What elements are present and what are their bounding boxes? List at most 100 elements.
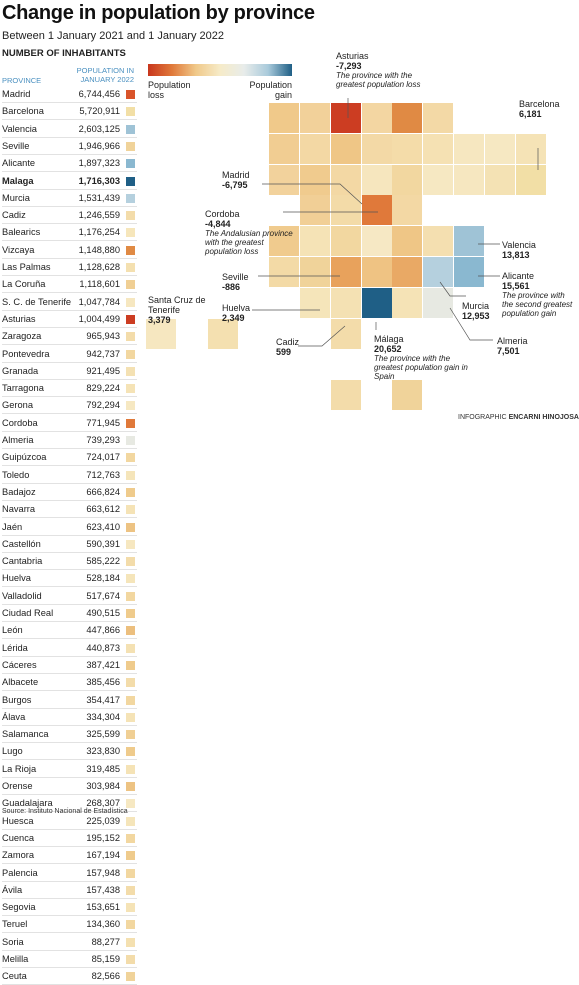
heatmap-cell: [330, 103, 361, 133]
province-name: Navarra: [2, 504, 36, 515]
page-title: Change in population by province: [2, 2, 315, 24]
table-row: Vizcaya 1,148,880: [2, 242, 137, 259]
leader-cadiz: [298, 325, 346, 347]
color-swatch: [126, 107, 135, 117]
color-swatch: [126, 626, 135, 636]
province-name: Gerona: [2, 400, 34, 411]
population-value: 1,531,439: [78, 192, 120, 203]
color-swatch: [126, 159, 135, 169]
color-swatch: [126, 747, 135, 757]
annotation-cordoba: Cordoba -4,844 The Andalusian province w…: [205, 209, 293, 256]
column-header-province: PROVINCE: [2, 76, 42, 85]
population-value: 1,716,303: [78, 175, 120, 186]
province-name: La Coruña: [2, 279, 46, 290]
table-row: Soria 88,277: [2, 934, 137, 951]
color-swatch: [126, 90, 135, 99]
table-row: Cuenca 195,152: [2, 830, 137, 847]
heatmap-cell: [269, 226, 300, 257]
color-swatch: [126, 124, 135, 134]
population-value: 1,148,880: [78, 244, 120, 255]
heatmap-cell: [392, 226, 423, 257]
heatmap-cell: [423, 103, 454, 133]
table-row: La Coruña 1,118,601: [2, 276, 137, 294]
population-value: 268,307: [86, 798, 120, 809]
population-value: 82,566: [91, 971, 120, 982]
heatmap-cell: [300, 103, 330, 133]
color-swatch: [126, 764, 135, 774]
infographic-credit: INFOGRAPHIC ENCARNI HINOJOSA: [458, 414, 579, 421]
leader-lines: [252, 98, 539, 347]
heatmap-cell: [300, 226, 330, 257]
color-swatch: [126, 539, 135, 549]
province-name: Tarragona: [2, 383, 44, 394]
province-name: Cantabria: [2, 556, 43, 567]
province-name: Cordoba: [2, 417, 38, 428]
population-value: 85,159: [91, 954, 120, 964]
heatmap-cell: [392, 380, 423, 411]
annotation-murcia: Murcia 12,953: [462, 301, 490, 321]
legend-gain-label: Population gain: [249, 80, 292, 100]
leader-murcia: [439, 281, 466, 297]
color-swatch: [126, 366, 135, 376]
heatmap-cell: [423, 287, 454, 318]
annotation-valencia: Valencia 13,813: [502, 240, 536, 260]
heatmap-cell: [361, 257, 392, 287]
population-value: 771,945: [86, 417, 120, 428]
population-value: 666,824: [86, 486, 120, 497]
annotation-alicante: Alicante 15,561 The province with the se…: [502, 271, 573, 318]
province-name: Ciudad Real: [2, 608, 54, 618]
table-row: Gerona 792,294: [2, 397, 137, 415]
color-swatch: [126, 176, 135, 186]
annotation-seville: Seville -886: [222, 272, 249, 292]
population-value: 1,897,323: [78, 158, 120, 169]
population-value: 921,495: [86, 365, 120, 376]
color-swatch: [126, 591, 135, 601]
table-row: Granada 921,495: [2, 363, 137, 380]
color-swatch: [126, 868, 135, 878]
table-row: S. C. de Tenerife 1,047,784: [2, 294, 137, 311]
table-row: Balearics 1,176,254: [2, 224, 137, 242]
color-swatch: [126, 799, 135, 809]
heatmap-cell: [423, 226, 454, 257]
province-name: Murcia: [2, 192, 30, 203]
table-row: Huelva 528,184: [2, 570, 137, 588]
color-swatch: [126, 937, 135, 947]
province-name: León: [2, 625, 23, 636]
color-swatch: [126, 833, 135, 843]
color-swatch: [126, 730, 135, 740]
province-name: Zamora: [2, 850, 35, 861]
table-row: Barcelona 5,720,911: [2, 103, 137, 121]
color-swatch: [126, 193, 135, 203]
color-swatch: [126, 384, 135, 394]
heatmap-cell: [454, 257, 484, 287]
heatmap-cell: [392, 133, 423, 164]
source-note: Source: Instituto Nacional de Estadístic…: [2, 808, 128, 815]
table-row: Albacete 385,456: [2, 674, 137, 692]
population-value: 385,456: [86, 677, 120, 688]
table-row: Ciudad Real 490,515: [2, 605, 137, 622]
color-swatch: [126, 712, 135, 722]
province-name: Orense: [2, 781, 33, 791]
color-swatch: [126, 349, 135, 359]
table-row: Álava 334,304: [2, 709, 137, 726]
province-name: Valladolid: [2, 590, 42, 601]
population-value: 157,948: [86, 867, 120, 878]
population-value: 153,651: [86, 902, 120, 913]
population-value: 334,304: [86, 711, 120, 722]
heatmap-cell: [300, 195, 330, 226]
color-swatch: [126, 211, 135, 221]
population-value: 792,294: [86, 400, 120, 411]
color-swatch: [126, 228, 135, 238]
population-value: 517,674: [86, 590, 120, 601]
color-swatch: [126, 332, 135, 342]
heatmap-cell: [392, 195, 423, 226]
province-name: Ávila: [2, 884, 23, 895]
color-swatch: [126, 903, 135, 913]
color-swatch: [126, 522, 135, 532]
color-swatch: [126, 972, 135, 982]
heatmap-cell: [300, 164, 330, 195]
table-row: Cáceres 387,421: [2, 657, 137, 674]
table-row: Cadiz 1,246,559: [2, 207, 137, 225]
population-value: 1,946,966: [78, 140, 120, 151]
table-row: Tarragona 829,224: [2, 380, 137, 398]
